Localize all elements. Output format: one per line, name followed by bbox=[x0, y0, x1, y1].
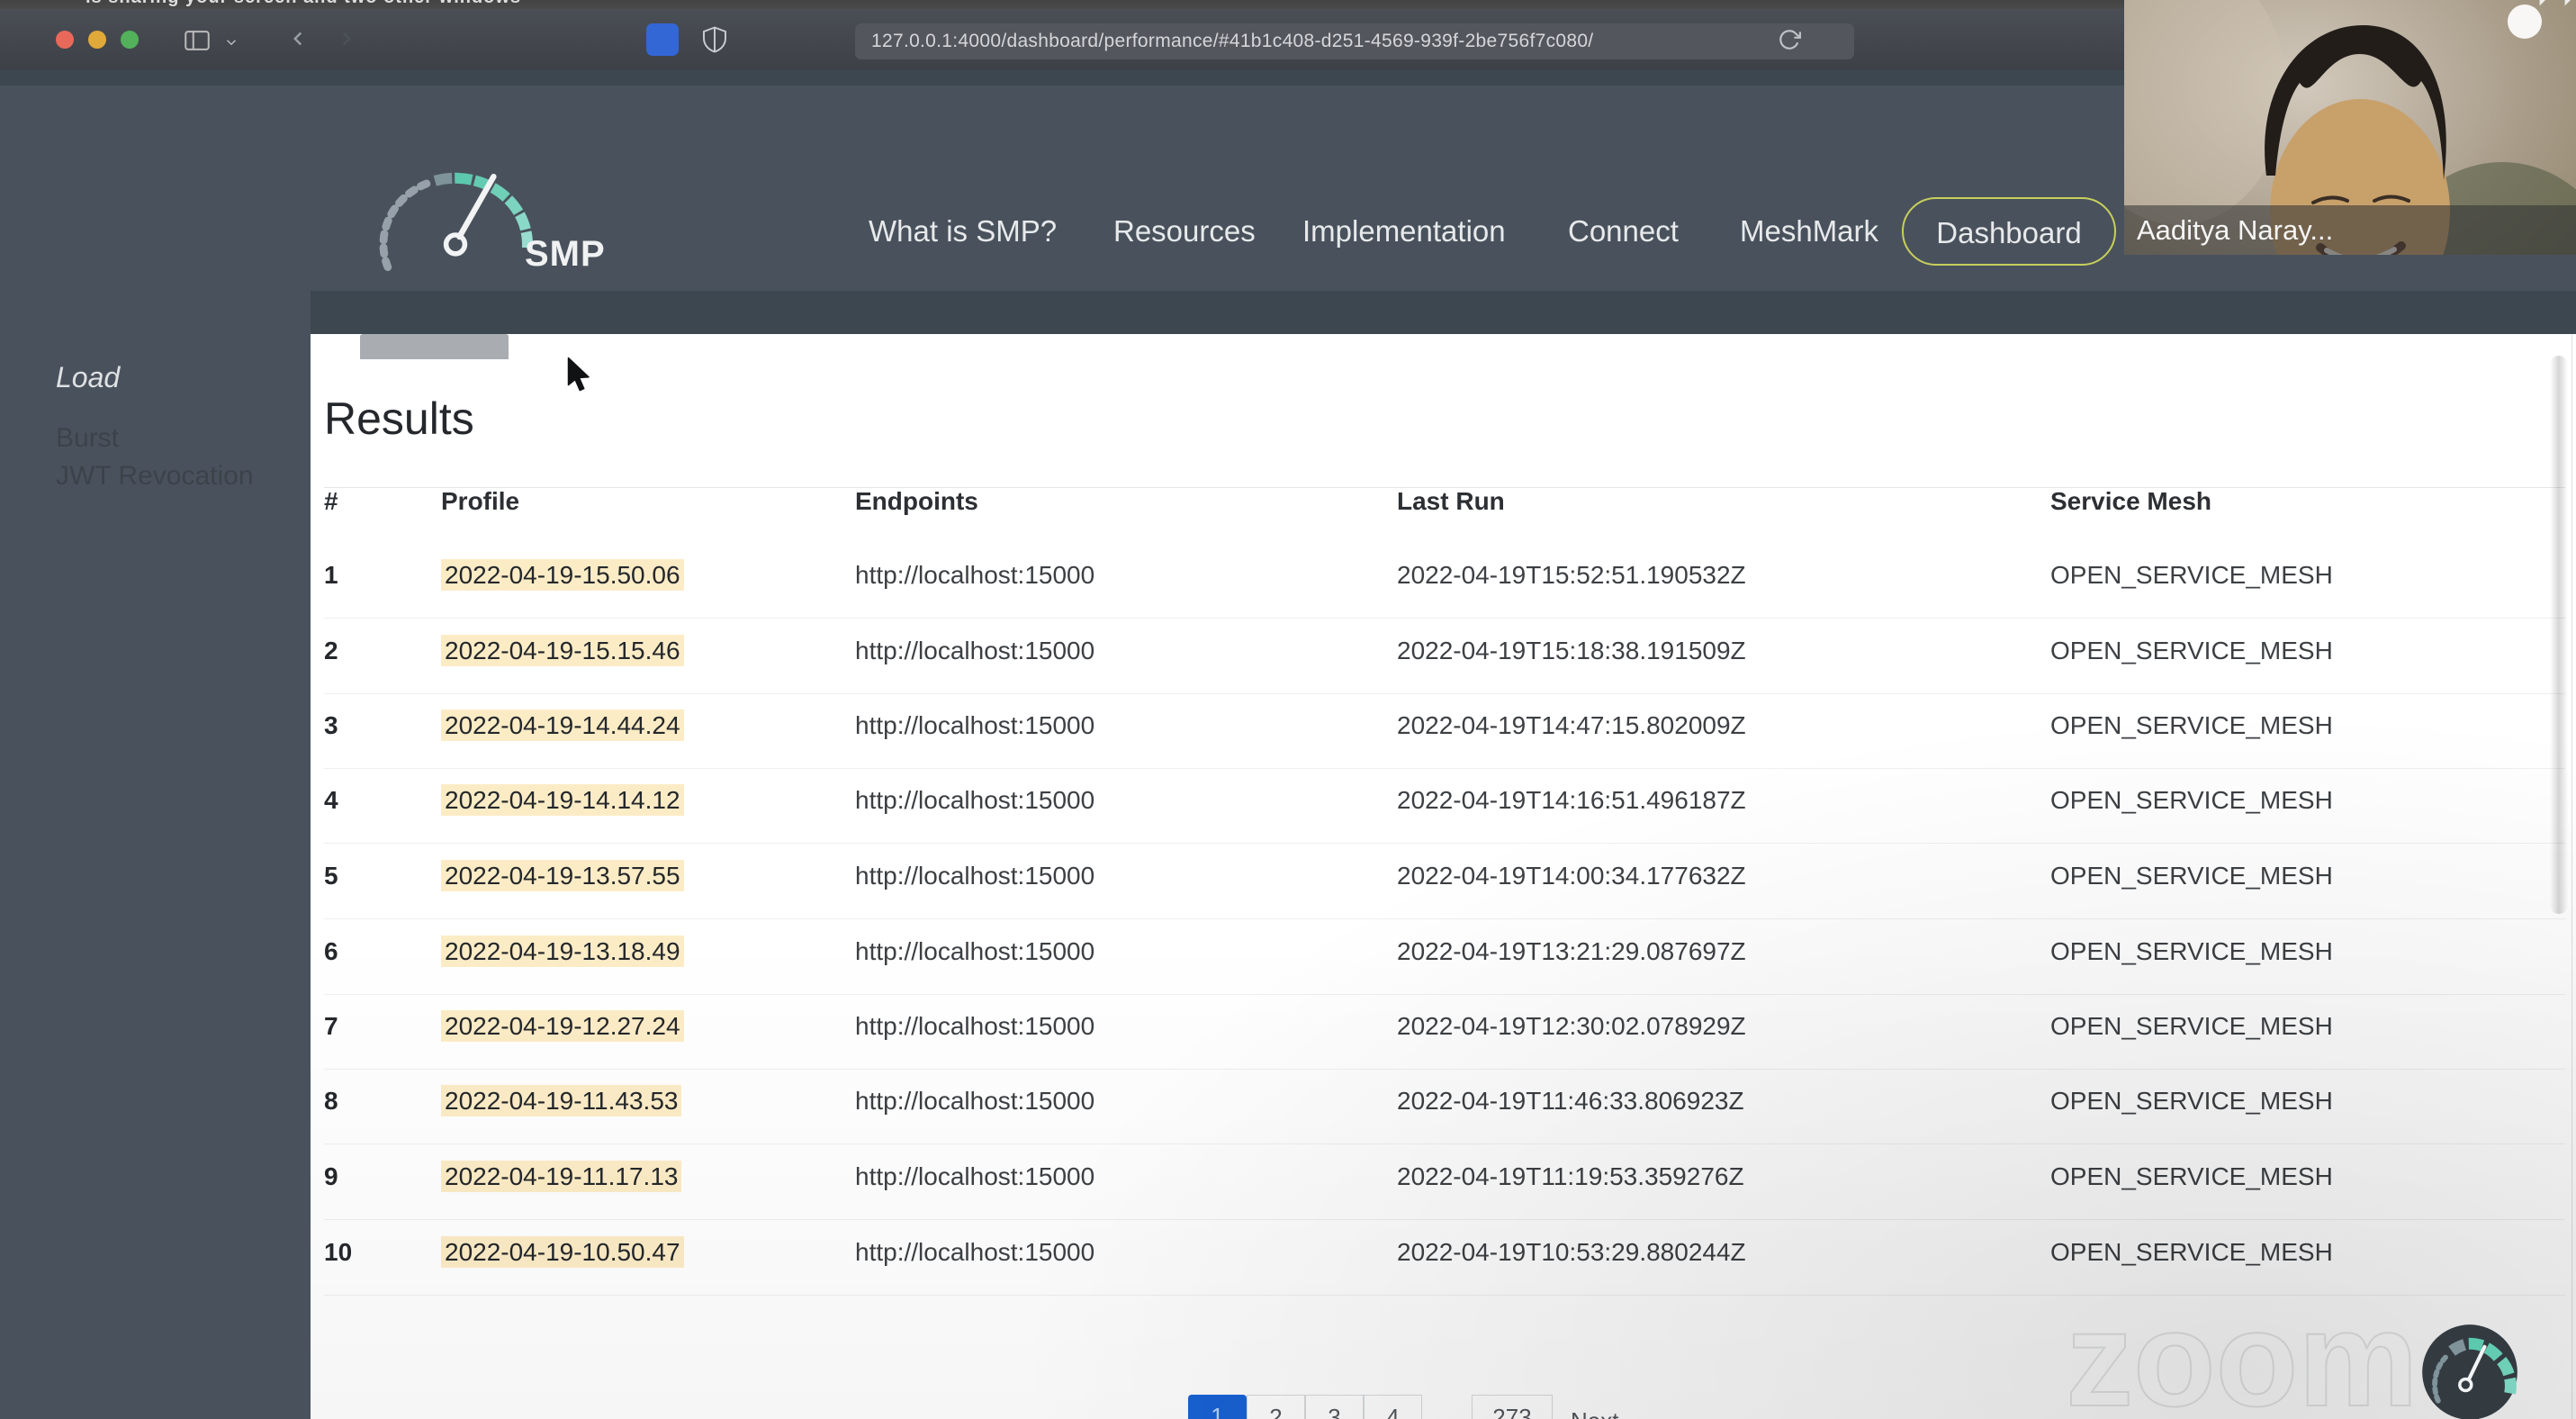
svg-text:zoom: zoom bbox=[2066, 1283, 2418, 1419]
